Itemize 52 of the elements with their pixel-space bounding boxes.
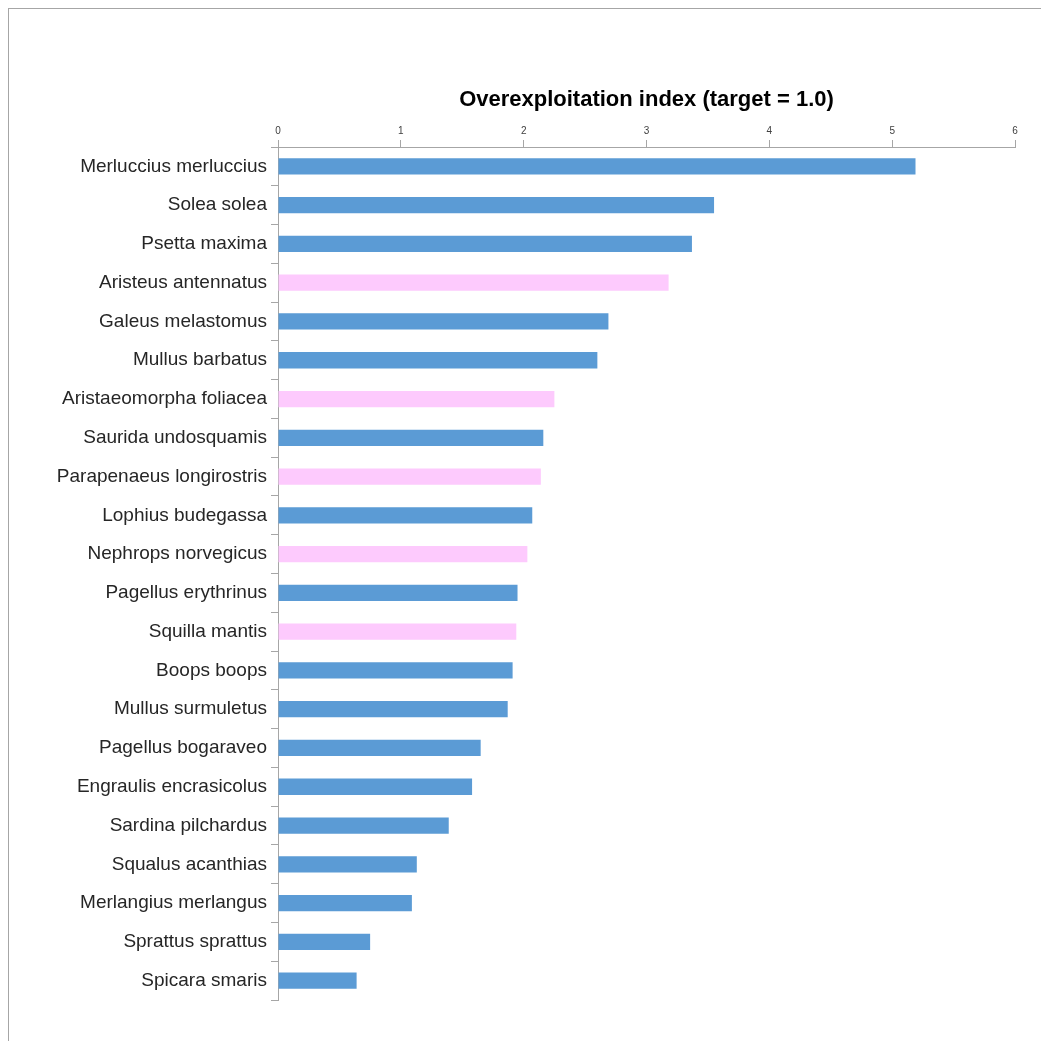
bar	[278, 507, 533, 524]
bar	[278, 235, 692, 253]
y-tick-label: Galeus melastomus	[99, 309, 267, 331]
bar	[278, 313, 609, 330]
x-tick-label: 6	[1012, 124, 1019, 136]
y-tick-label: Merluccius merluccius	[80, 154, 267, 176]
y-tick-label: Aristeus antennatus	[99, 270, 267, 292]
bar	[278, 158, 916, 175]
bar	[278, 739, 481, 757]
bar	[278, 972, 357, 989]
x-tick-label: 0	[275, 124, 282, 136]
bar	[278, 778, 473, 795]
y-tick-label: Pagellus bogaraveo	[99, 736, 267, 758]
x-tick-label: 2	[520, 124, 527, 136]
bar	[278, 662, 513, 679]
y-tick-label: Solea solea	[167, 193, 268, 215]
bar	[278, 274, 669, 291]
y-tick-label: Sardina pilchardus	[109, 813, 267, 835]
bar	[278, 701, 508, 718]
y-tick-label: Pagellus erythrinus	[105, 581, 267, 603]
bar	[278, 197, 715, 214]
bar	[278, 468, 541, 485]
x-tick-label: 4	[766, 124, 773, 136]
chart-title: Overexploitation index (target = 1.0)	[459, 86, 834, 112]
bar	[278, 352, 598, 369]
bar	[278, 429, 544, 446]
y-tick-label: Psetta maxima	[141, 232, 268, 254]
y-tick-label: Squalus acanthias	[111, 852, 267, 874]
bar	[278, 894, 412, 912]
y-tick-label: Squilla mantis	[148, 619, 267, 641]
bar	[278, 817, 449, 834]
bar	[278, 933, 371, 950]
x-tick-label: 3	[643, 124, 650, 136]
y-tick-label: Lophius budegassa	[102, 503, 268, 525]
y-tick-label: Mullus surmuletus	[113, 697, 267, 719]
x-tick-label: 1	[398, 124, 405, 136]
bar	[278, 623, 517, 640]
bar	[278, 584, 518, 602]
y-tick-label: Merlangius merlangus	[80, 891, 267, 913]
y-tick-label: Spicara smaris	[141, 968, 267, 990]
y-tick-label: Mullus barbatus	[132, 348, 267, 370]
y-tick-label: Sprattus sprattus	[123, 930, 267, 952]
y-tick-label: Engraulis encrasicolus	[76, 774, 267, 796]
y-tick-label: Parapenaeus longirostris	[56, 464, 267, 486]
y-tick-label: Saurida undosquamis	[83, 426, 267, 448]
y-tick-label: Aristaeomorpha foliacea	[62, 387, 268, 409]
x-tick-label: 5	[889, 124, 896, 136]
bar	[278, 390, 555, 408]
y-tick-label: Boops boops	[156, 658, 267, 680]
y-tick-label: Nephrops norvegicus	[87, 542, 267, 564]
bar	[278, 545, 528, 563]
bar	[278, 856, 417, 873]
